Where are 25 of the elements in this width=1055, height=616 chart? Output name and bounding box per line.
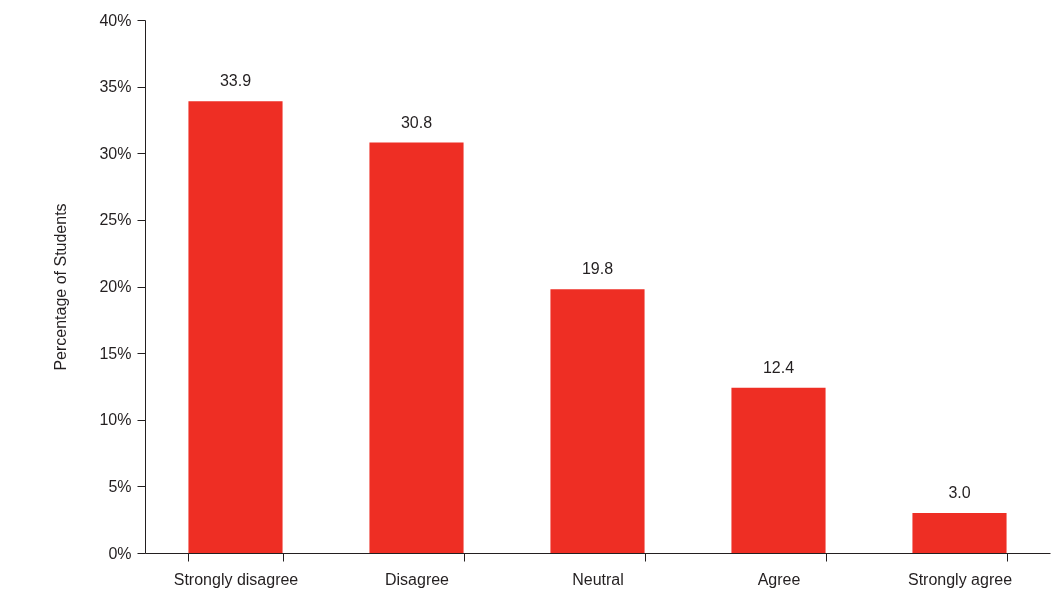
x-tick-label: Agree xyxy=(757,570,801,588)
bar xyxy=(188,101,283,553)
data-label: 3.0 xyxy=(948,484,971,502)
x-tick-label: Neutral xyxy=(572,570,624,588)
y-tick-label: 0% xyxy=(108,544,132,562)
bar xyxy=(731,387,826,553)
bar xyxy=(550,289,645,553)
y-tick-label: 5% xyxy=(108,477,132,495)
y-tick-label: 25% xyxy=(99,211,132,229)
y-tick-label: 35% xyxy=(99,78,132,96)
data-label: 30.8 xyxy=(400,113,433,131)
x-tick-label: Strongly disagree xyxy=(173,570,299,588)
y-tick-label: 15% xyxy=(99,344,132,362)
y-tick-label: 30% xyxy=(99,144,132,162)
bar xyxy=(369,142,464,553)
y-axis-title: Percentage of Students xyxy=(52,203,70,371)
data-label: 19.8 xyxy=(581,260,614,278)
y-tick-label: 40% xyxy=(99,11,132,29)
y-tick-label: 20% xyxy=(99,278,132,295)
x-tick-label: Disagree xyxy=(384,570,450,588)
x-tick-label: Strongly agree xyxy=(907,570,1013,588)
data-label: 12.4 xyxy=(762,358,795,376)
bar xyxy=(912,513,1007,553)
data-label: 33.9 xyxy=(219,72,252,90)
y-tick-label: 10% xyxy=(99,411,132,429)
